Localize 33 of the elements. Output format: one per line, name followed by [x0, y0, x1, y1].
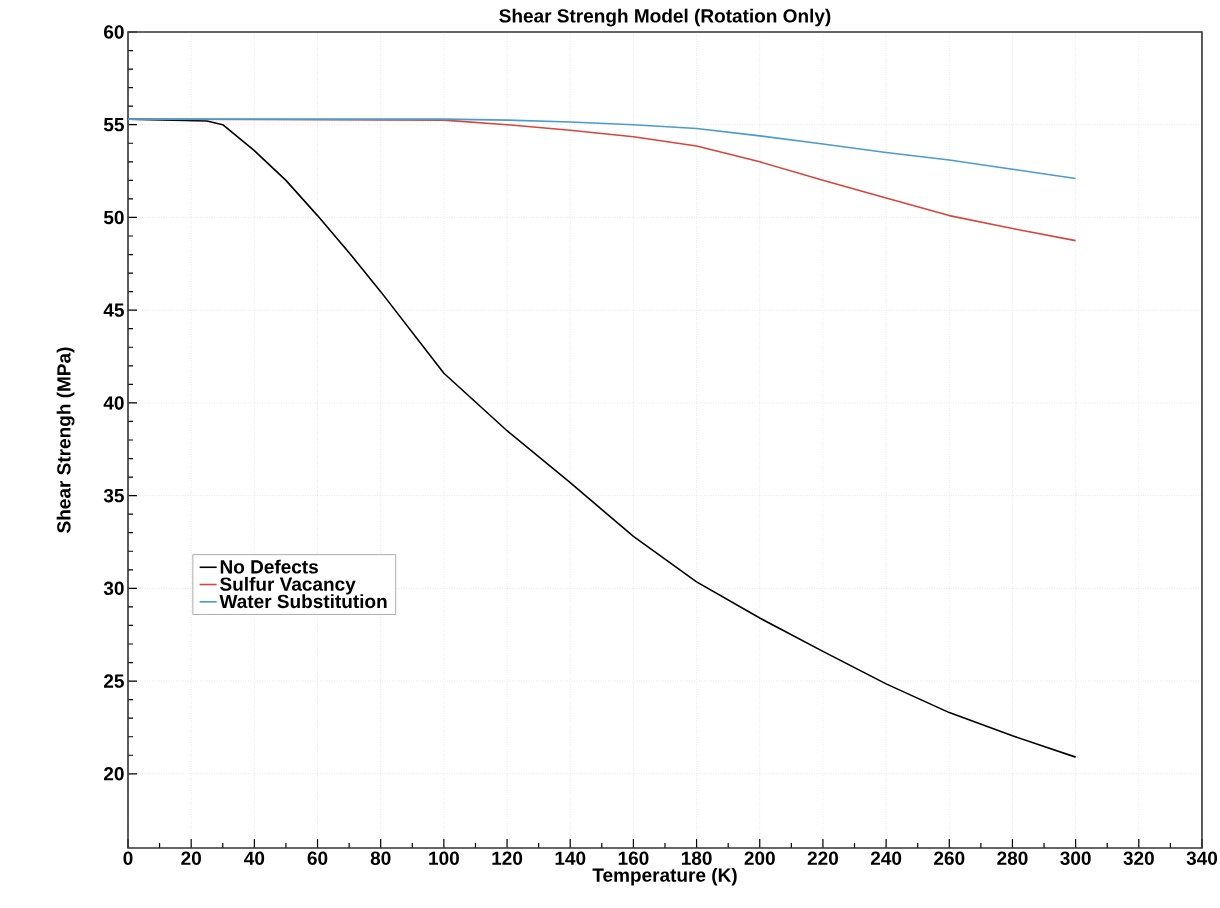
legend-label: Sulfur Vacancy [220, 576, 356, 595]
x-tick-label: 220 [807, 851, 838, 865]
x-tick-label: 100 [429, 851, 459, 865]
legend-label: No Defects [220, 559, 318, 574]
y-tick-label: 25 [104, 674, 124, 688]
y-tick-label: 55 [103, 118, 124, 132]
x-tick-label: 60 [307, 851, 328, 865]
x-tick-label: 40 [244, 851, 265, 865]
x-tick-label: 0 [123, 851, 133, 865]
y-tick-label: 30 [103, 581, 124, 596]
x-tick-label: 340 [1186, 851, 1218, 866]
x-tick-label: 80 [370, 851, 391, 865]
y-tick-label: 20 [104, 767, 124, 781]
legend-label: Water Substitution [219, 594, 387, 609]
x-tick-label: 280 [997, 851, 1028, 865]
y-axis-title: Shear Strengh (MPa) [56, 347, 75, 533]
chart-title: Shear Strengh Model (Rotation Only) [499, 8, 831, 27]
x-tick-label: 300 [1060, 851, 1091, 866]
y-tick-label: 40 [103, 396, 124, 410]
x-tick-label: 240 [870, 851, 902, 865]
x-tick-label: 140 [555, 851, 586, 865]
x-tick-label: 200 [744, 851, 775, 865]
y-tick-label: 50 [103, 210, 124, 225]
x-tick-label: 160 [618, 851, 649, 865]
x-tick-label: 120 [492, 851, 523, 865]
x-tick-label: 260 [934, 851, 965, 865]
y-tick-label: 60 [104, 25, 124, 39]
y-tick-label: 35 [103, 488, 124, 503]
x-tick-label: 320 [1123, 851, 1154, 866]
x-tick-label: 20 [181, 851, 201, 865]
y-tick-label: 45 [103, 303, 124, 317]
x-axis-title: Temperature (K) [592, 867, 737, 886]
x-tick-label: 180 [681, 851, 712, 865]
